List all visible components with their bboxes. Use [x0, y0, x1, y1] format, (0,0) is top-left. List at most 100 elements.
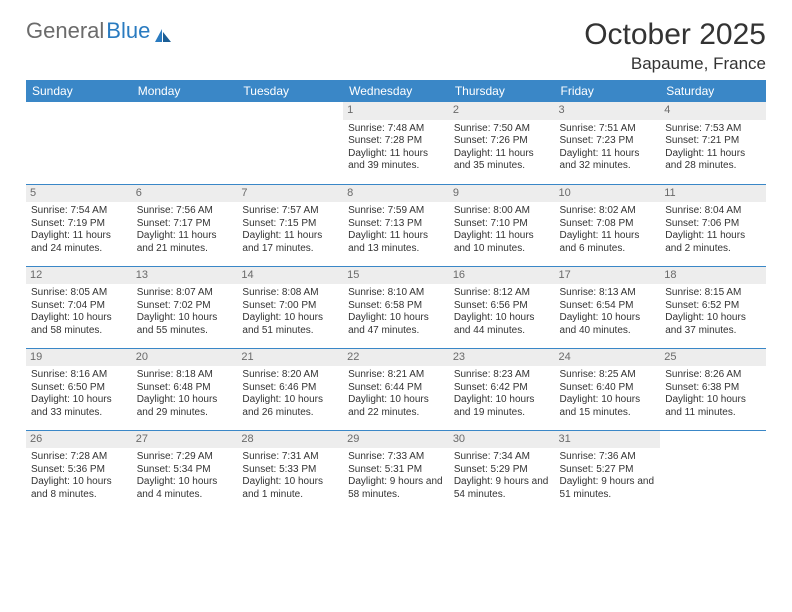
day-details: Sunrise: 8:25 AMSunset: 6:40 PMDaylight:…: [560, 369, 656, 419]
day-number: 17: [555, 267, 661, 285]
day-details: Sunrise: 7:57 AMSunset: 7:15 PMDaylight:…: [242, 205, 338, 255]
calendar-table: Sunday Monday Tuesday Wednesday Thursday…: [26, 80, 766, 512]
brand-logo: GeneralBlue: [26, 18, 172, 44]
brand-part2: Blue: [106, 18, 150, 44]
calendar-day-cell: 20 Sunrise: 8:18 AMSunset: 6:48 PMDayligh…: [132, 348, 238, 430]
day-number: 2: [449, 102, 555, 120]
day-details: Sunrise: 7:33 AMSunset: 5:31 PMDaylight:…: [348, 451, 444, 501]
day-details: Sunrise: 8:08 AMSunset: 7:00 PMDaylight:…: [242, 287, 338, 337]
day-number: 4: [660, 102, 766, 120]
weekday-header-row: Sunday Monday Tuesday Wednesday Thursday…: [26, 80, 766, 102]
calendar-day-cell: 3 Sunrise: 7:51 AMSunset: 7:23 PMDaylight…: [555, 102, 661, 184]
day-details: Sunrise: 7:50 AMSunset: 7:26 PMDaylight:…: [454, 123, 550, 173]
calendar-day-cell: 21 Sunrise: 8:20 AMSunset: 6:46 PMDayligh…: [237, 348, 343, 430]
calendar-day-cell: 10 Sunrise: 8:02 AMSunset: 7:08 PMDayligh…: [555, 184, 661, 266]
day-number: 6: [132, 185, 238, 203]
day-details: Sunrise: 8:21 AMSunset: 6:44 PMDaylight:…: [348, 369, 444, 419]
calendar-day-cell: 5 Sunrise: 7:54 AMSunset: 7:19 PMDaylight…: [26, 184, 132, 266]
calendar-week-row: 12Sunrise: 8:05 AMSunset: 7:04 PMDayligh…: [26, 266, 766, 348]
sail-icon: [154, 23, 172, 39]
day-details: Sunrise: 8:18 AMSunset: 6:48 PMDaylight:…: [137, 369, 233, 419]
calendar-day-cell: 27 Sunrise: 7:29 AMSunset: 5:34 PMDayligh…: [132, 430, 238, 512]
day-details: Sunrise: 8:13 AMSunset: 6:54 PMDaylight:…: [560, 287, 656, 337]
calendar-day-cell: 31Sunrise: 7:36 AMSunset: 5:27 PMDayligh…: [555, 430, 661, 512]
calendar-day-cell: 8Sunrise: 7:59 AMSunset: 7:13 PMDaylight…: [343, 184, 449, 266]
day-number: 15: [343, 267, 449, 285]
day-number: 10: [555, 185, 661, 203]
day-details: Sunrise: 8:07 AMSunset: 7:02 PMDaylight:…: [137, 287, 233, 337]
day-details: Sunrise: 8:05 AMSunset: 7:04 PMDaylight:…: [31, 287, 127, 337]
day-details: Sunrise: 8:23 AMSunset: 6:42 PMDaylight:…: [454, 369, 550, 419]
brand-part1: General: [26, 18, 104, 44]
day-number: 18: [660, 267, 766, 285]
day-details: Sunrise: 8:02 AMSunset: 7:08 PMDaylight:…: [560, 205, 656, 255]
header-bar: GeneralBlue October 2025 Bapaume, France: [26, 18, 766, 74]
calendar-day-cell: 4 Sunrise: 7:53 AMSunset: 7:21 PMDaylight…: [660, 102, 766, 184]
calendar-day-cell: 24 Sunrise: 8:25 AMSunset: 6:40 PMDayligh…: [555, 348, 661, 430]
calendar-day-cell: 29 Sunrise: 7:33 AMSunset: 5:31 PMDayligh…: [343, 430, 449, 512]
calendar-day-cell: [132, 102, 238, 184]
calendar-day-cell: 2 Sunrise: 7:50 AMSunset: 7:26 PMDaylight…: [449, 102, 555, 184]
day-number: 16: [449, 267, 555, 285]
day-number: 28: [237, 431, 343, 449]
weekday-header: Friday: [555, 80, 661, 102]
calendar-day-cell: [660, 430, 766, 512]
calendar-day-cell: 6 Sunrise: 7:56 AMSunset: 7:17 PMDaylight…: [132, 184, 238, 266]
day-number: 29: [343, 431, 449, 449]
day-details: Sunrise: 7:53 AMSunset: 7:21 PMDaylight:…: [665, 123, 761, 173]
day-number: 13: [132, 267, 238, 285]
calendar-week-row: 1Sunrise: 7:48 AMSunset: 7:28 PMDaylight…: [26, 102, 766, 184]
weekday-header: Monday: [132, 80, 238, 102]
day-number: 24: [555, 349, 661, 367]
day-details: Sunrise: 8:15 AMSunset: 6:52 PMDaylight:…: [665, 287, 761, 337]
day-number: 9: [449, 185, 555, 203]
calendar-day-cell: 16 Sunrise: 8:12 AMSunset: 6:56 PMDayligh…: [449, 266, 555, 348]
day-details: Sunrise: 8:16 AMSunset: 6:50 PMDaylight:…: [31, 369, 127, 419]
month-title: October 2025: [584, 18, 766, 52]
calendar-day-cell: 7 Sunrise: 7:57 AMSunset: 7:15 PMDaylight…: [237, 184, 343, 266]
day-number: 3: [555, 102, 661, 120]
calendar-day-cell: 11Sunrise: 8:04 AMSunset: 7:06 PMDayligh…: [660, 184, 766, 266]
calendar-day-cell: 25Sunrise: 8:26 AMSunset: 6:38 PMDayligh…: [660, 348, 766, 430]
weekday-header: Saturday: [660, 80, 766, 102]
day-number: 14: [237, 267, 343, 285]
calendar-day-cell: 18 Sunrise: 8:15 AMSunset: 6:52 PMDayligh…: [660, 266, 766, 348]
day-details: Sunrise: 7:54 AMSunset: 7:19 PMDaylight:…: [31, 205, 127, 255]
calendar-day-cell: 22 Sunrise: 8:21 AMSunset: 6:44 PMDayligh…: [343, 348, 449, 430]
day-number: 30: [449, 431, 555, 449]
calendar-day-cell: 30 Sunrise: 7:34 AMSunset: 5:29 PMDayligh…: [449, 430, 555, 512]
day-details: Sunrise: 8:10 AMSunset: 6:58 PMDaylight:…: [348, 287, 444, 337]
day-number: 20: [132, 349, 238, 367]
calendar-week-row: 19Sunrise: 8:16 AMSunset: 6:50 PMDayligh…: [26, 348, 766, 430]
calendar-day-cell: 13 Sunrise: 8:07 AMSunset: 7:02 PMDayligh…: [132, 266, 238, 348]
calendar-day-cell: 23 Sunrise: 8:23 AMSunset: 6:42 PMDayligh…: [449, 348, 555, 430]
day-number: 22: [343, 349, 449, 367]
day-details: Sunrise: 8:20 AMSunset: 6:46 PMDaylight:…: [242, 369, 338, 419]
weekday-header: Thursday: [449, 80, 555, 102]
day-details: Sunrise: 7:51 AMSunset: 7:23 PMDaylight:…: [560, 123, 656, 173]
calendar-day-cell: 17 Sunrise: 8:13 AMSunset: 6:54 PMDayligh…: [555, 266, 661, 348]
day-number: 21: [237, 349, 343, 367]
calendar-day-cell: 12Sunrise: 8:05 AMSunset: 7:04 PMDayligh…: [26, 266, 132, 348]
day-details: Sunrise: 8:12 AMSunset: 6:56 PMDaylight:…: [454, 287, 550, 337]
day-number: 5: [26, 185, 132, 203]
day-details: Sunrise: 7:34 AMSunset: 5:29 PMDaylight:…: [454, 451, 550, 501]
weekday-header: Sunday: [26, 80, 132, 102]
calendar-day-cell: 28 Sunrise: 7:31 AMSunset: 5:33 PMDayligh…: [237, 430, 343, 512]
day-number: 25: [660, 349, 766, 367]
day-details: Sunrise: 7:56 AMSunset: 7:17 PMDaylight:…: [137, 205, 233, 255]
calendar-week-row: 5 Sunrise: 7:54 AMSunset: 7:19 PMDaylight…: [26, 184, 766, 266]
day-details: Sunrise: 8:04 AMSunset: 7:06 PMDaylight:…: [665, 205, 761, 255]
weekday-header: Tuesday: [237, 80, 343, 102]
day-number: 23: [449, 349, 555, 367]
calendar-day-cell: 9 Sunrise: 8:00 AMSunset: 7:10 PMDaylight…: [449, 184, 555, 266]
day-details: Sunrise: 7:31 AMSunset: 5:33 PMDaylight:…: [242, 451, 338, 501]
calendar-day-cell: [26, 102, 132, 184]
day-number: 27: [132, 431, 238, 449]
day-details: Sunrise: 8:00 AMSunset: 7:10 PMDaylight:…: [454, 205, 550, 255]
day-number: 7: [237, 185, 343, 203]
day-details: Sunrise: 7:59 AMSunset: 7:13 PMDaylight:…: [348, 205, 444, 255]
calendar-week-row: 26Sunrise: 7:28 AMSunset: 5:36 PMDayligh…: [26, 430, 766, 512]
day-details: Sunrise: 7:28 AMSunset: 5:36 PMDaylight:…: [31, 451, 127, 501]
day-details: Sunrise: 7:29 AMSunset: 5:34 PMDaylight:…: [137, 451, 233, 501]
